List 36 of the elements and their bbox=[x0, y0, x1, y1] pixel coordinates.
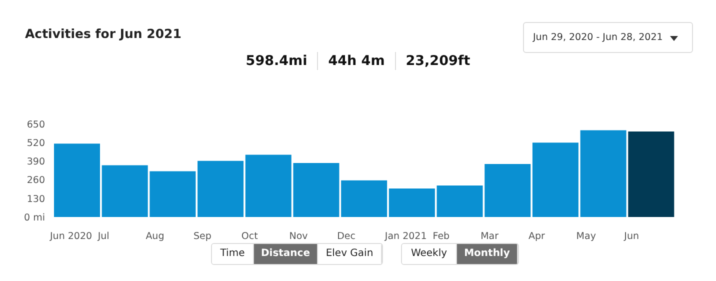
y-tick-label: 0 mi bbox=[24, 212, 45, 224]
y-tick-label: 520 bbox=[26, 138, 45, 149]
x-tick-label: Jan 2021 bbox=[384, 231, 427, 242]
y-tick-label: 650 bbox=[26, 119, 45, 130]
bar bbox=[54, 144, 100, 217]
bar bbox=[628, 131, 674, 217]
x-tick-label: Aug bbox=[146, 231, 164, 242]
x-tick-label: Nov bbox=[289, 231, 308, 242]
x-tick-label: Mar bbox=[480, 231, 499, 242]
x-tick-label: Jun 2020 bbox=[49, 231, 92, 242]
y-tick-label: 130 bbox=[26, 194, 45, 205]
x-tick-label: Jul bbox=[96, 231, 110, 242]
x-tick-label: Sep bbox=[194, 231, 212, 242]
y-tick-label: 260 bbox=[26, 175, 45, 186]
text: Monthly bbox=[457, 244, 518, 264]
text: Jun 29, 2020 - Jun 28, 2021 bbox=[533, 32, 663, 43]
bar bbox=[341, 180, 388, 217]
text: Elev Gain bbox=[318, 244, 382, 264]
text: 598.4mi bbox=[246, 53, 308, 69]
text: 23,209ft bbox=[406, 53, 470, 69]
x-tick-label: Dec bbox=[337, 231, 356, 242]
x-tick-label: Oct bbox=[241, 231, 258, 242]
bar bbox=[532, 142, 578, 217]
x-tick-label: Feb bbox=[432, 231, 450, 242]
text: Weekly bbox=[402, 244, 457, 264]
x-tick-label: Apr bbox=[528, 231, 545, 242]
x-tick-label: Jun bbox=[623, 231, 639, 242]
text: Distance bbox=[254, 244, 318, 264]
bar bbox=[388, 188, 435, 217]
y-tick-label: 390 bbox=[26, 156, 45, 168]
text: 44h 4m bbox=[328, 53, 385, 69]
bar bbox=[580, 130, 626, 217]
x-tick-label: May bbox=[576, 231, 596, 242]
bar bbox=[198, 160, 244, 217]
text: Time bbox=[212, 244, 254, 264]
chart-title: Activities for Jun 2021 bbox=[25, 26, 182, 41]
